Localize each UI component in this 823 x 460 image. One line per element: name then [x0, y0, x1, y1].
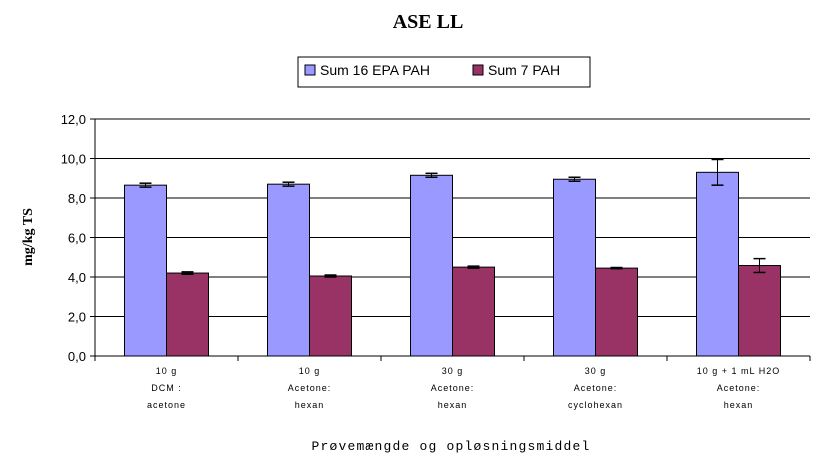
bar — [738, 265, 781, 357]
x-category-label: hexan — [438, 400, 468, 410]
gridlines — [95, 118, 810, 317]
bar — [452, 266, 495, 357]
x-category-label: acetone — [147, 400, 186, 410]
chart-title: ASE LL — [393, 11, 464, 33]
x-category-label: hexan — [295, 400, 325, 410]
y-tick-label: 0,0 — [68, 349, 86, 364]
legend-label-sum16: Sum 16 EPA PAH — [320, 62, 430, 78]
axes — [90, 118, 811, 361]
x-category-labels: 10 g DCM : acetone 10 g Acetone: hexan 30 g Ace… — [147, 366, 780, 410]
legend-box — [297, 56, 591, 88]
x-category-label: 10 g — [299, 366, 321, 376]
x-category-label: cyclohexan — [568, 400, 623, 410]
bar — [410, 174, 453, 357]
x-category-label: Acetone: — [431, 383, 475, 393]
bar — [166, 272, 209, 357]
legend-swatch-sum16 — [304, 64, 316, 76]
bar — [553, 178, 596, 357]
bars — [124, 171, 781, 357]
x-category-label: 30 g — [442, 366, 464, 376]
legend-label-sum7: Sum 7 PAH — [488, 62, 560, 78]
x-category-label: 30 g — [585, 366, 607, 376]
bar — [124, 184, 167, 357]
y-axis-title: mg/kg TS — [21, 208, 36, 266]
x-category-label: hexan — [724, 400, 754, 410]
x-axis-title: Prøvemængde og opløsningsmiddel — [311, 439, 590, 454]
error-bars — [139, 158, 766, 278]
y-tick-label: 8,0 — [68, 191, 86, 206]
y-tick-label: 6,0 — [68, 231, 86, 246]
legend-swatch-sum7 — [472, 64, 484, 76]
x-category-label: 10 g — [156, 366, 178, 376]
y-tick-label: 12,0 — [61, 112, 86, 127]
x-category-label: Acetone: — [574, 383, 618, 393]
y-tick-label: 4,0 — [68, 270, 86, 285]
bar — [267, 183, 310, 357]
y-tick-label: 2,0 — [68, 310, 86, 325]
legend: Sum 16 EPA PAH Sum 7 PAH — [297, 56, 591, 88]
y-tick-label: 10,0 — [61, 152, 86, 167]
x-category-label: 10 g + 1 mL H2O — [697, 366, 780, 376]
bar — [595, 267, 638, 357]
x-category-label: Acetone: — [288, 383, 332, 393]
x-category-label: DCM : — [151, 383, 182, 393]
bar — [696, 171, 739, 357]
y-tick-labels: 0,0 2,0 4,0 6,0 8,0 10,0 12,0 — [61, 112, 86, 364]
bar — [309, 275, 352, 357]
x-category-label: Acetone: — [717, 383, 761, 393]
